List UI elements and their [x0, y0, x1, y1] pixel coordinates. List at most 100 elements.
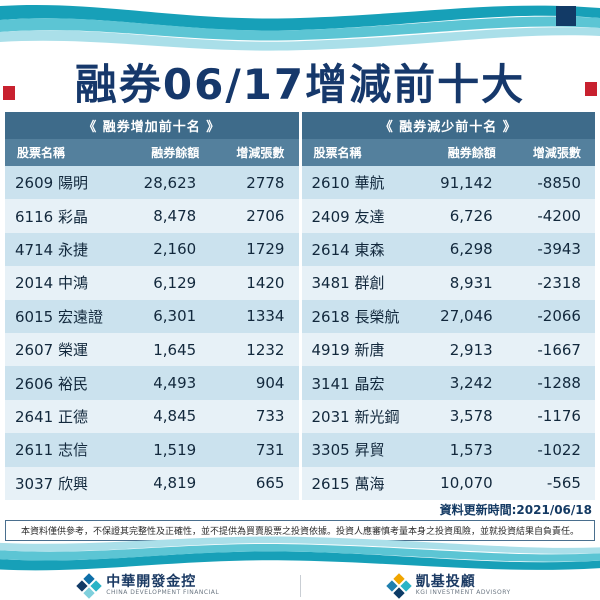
increase-table-body: 2609 陽明 28,623 2778 6116 彩晶 8,478 2706 4… — [5, 166, 299, 500]
col-header-change: 增減張數 — [532, 146, 581, 160]
stock-name-cell: 6116 彩晶 — [15, 207, 88, 226]
change-cell: -1288 — [537, 374, 581, 393]
balance-cell: 6,298 — [449, 240, 493, 259]
stock-name-cell: 3481 群創 — [311, 274, 385, 293]
balance-cell: 1,645 — [153, 340, 197, 359]
cdf-brand-subtitle: CHINA DEVELOPMENT FINANCIAL — [106, 589, 220, 597]
col-header-balance: 融券餘額 — [447, 146, 496, 160]
stock-name-cell: 2607 榮運 — [15, 341, 88, 360]
change-cell: -1022 — [537, 440, 581, 459]
decrease-table-body: 2610 華航 91,142 -8850 2409 友達 6,726 -4200… — [301, 166, 595, 500]
table-row: 2614 東森 6,298 -3943 — [301, 232, 595, 267]
table-row: 6015 宏遠證 6,301 1334 — [5, 299, 299, 333]
stock-name-cell: 2618 長榮航 — [311, 307, 400, 326]
update-timestamp: 資料更新時間:2021/06/18 — [439, 503, 592, 517]
stock-name-cell: 2641 正德 — [15, 407, 88, 426]
balance-cell: 3,242 — [449, 374, 493, 393]
change-cell: -2066 — [537, 307, 581, 326]
stock-name-cell: 2614 東森 — [311, 240, 385, 259]
decrease-table-header: 股票名稱 融券餘額 增減張數 — [301, 139, 595, 166]
table-row: 3141 晶宏 3,242 -1288 — [301, 366, 595, 400]
balance-cell: 28,623 — [143, 173, 197, 192]
change-cell: 1729 — [246, 240, 285, 259]
col-header-change: 增減張數 — [236, 146, 285, 160]
stock-name-cell: 2606 裕民 — [15, 374, 88, 393]
kgi-brand-text: 凱基投顧 KGI INVESTMENT ADVISORY — [415, 574, 511, 597]
disclaimer-text: 本資料僅供參考，不保證其完整性及正確性，並不提供為買賣股票之投資依據。投資人應審… — [20, 527, 579, 537]
stock-name-cell: 3141 晶宏 — [311, 374, 385, 393]
stock-name-cell: 2031 新光鋼 — [311, 407, 400, 426]
change-cell: 665 — [255, 474, 285, 493]
balance-cell: 6,726 — [449, 207, 493, 226]
table-row: 4919 新唐 2,913 -1667 — [301, 332, 595, 367]
change-cell: 733 — [255, 407, 285, 426]
change-cell: -2318 — [537, 273, 581, 292]
change-cell: 1334 — [246, 307, 285, 326]
balance-cell: 27,046 — [440, 307, 493, 326]
red-accent-left — [3, 86, 15, 100]
footer-divider — [299, 575, 301, 597]
table-row: 3305 昇貿 1,573 -1022 — [301, 433, 595, 467]
balance-cell: 4,819 — [153, 474, 197, 493]
stock-name-cell: 2014 中鴻 — [15, 274, 88, 293]
balance-cell: 6,301 — [153, 307, 197, 326]
footer-brands: 中華開發金控 CHINA DEVELOPMENT FINANCIAL 凱基投顧 … — [0, 572, 600, 600]
stock-name-cell: 3305 昇貿 — [311, 441, 385, 460]
balance-cell: 3,578 — [449, 407, 493, 426]
title-band: 融券06/17增減前十大 — [0, 52, 600, 110]
change-cell: -3943 — [537, 240, 581, 259]
col-header-stock-name: 股票名稱 — [313, 146, 362, 160]
table-row: 2606 裕民 4,493 904 — [5, 366, 299, 400]
increase-table: 《 融券增加前十名 》 股票名稱 融券餘額 增減張數 2609 陽明 28,62… — [5, 112, 299, 500]
change-cell: 2706 — [246, 207, 285, 226]
change-cell: 2778 — [246, 173, 285, 192]
stock-name-cell: 6015 宏遠證 — [15, 307, 103, 326]
stock-name-cell: 3037 欣興 — [15, 474, 88, 493]
change-cell: -1176 — [537, 407, 581, 426]
kgi-logo-icon — [386, 573, 412, 599]
brand-cdf: 中華開發金控 CHINA DEVELOPMENT FINANCIAL — [0, 572, 300, 600]
change-cell: 731 — [255, 440, 285, 459]
cdf-brand-name: 中華開發金控 — [106, 574, 197, 590]
red-accent-right — [585, 82, 597, 96]
col-header-stock-name: 股票名稱 — [17, 146, 66, 160]
balance-cell: 2,160 — [153, 240, 197, 259]
table-row: 2615 萬海 10,070 -565 — [301, 466, 595, 500]
tables-container: 《 融券增加前十名 》 股票名稱 融券餘額 增減張數 2609 陽明 28,62… — [5, 112, 595, 500]
stock-name-cell: 4919 新唐 — [311, 341, 385, 360]
kgi-brand-subtitle: KGI INVESTMENT ADVISORY — [415, 589, 511, 597]
bottom-wave-decoration — [0, 536, 600, 571]
balance-cell: 8,478 — [153, 207, 197, 226]
page-title: 融券06/17增減前十大 — [74, 59, 526, 109]
balance-cell: 1,519 — [153, 440, 197, 459]
table-row: 2609 陽明 28,623 2778 — [5, 166, 299, 200]
balance-cell: 4,493 — [153, 374, 197, 393]
table-row: 4714 永捷 2,160 1729 — [5, 232, 299, 267]
table-row: 2031 新光鋼 3,578 -1176 — [301, 399, 595, 434]
cdf-logo-icon — [76, 573, 102, 599]
kgi-brand-name: 凱基投顧 — [415, 574, 476, 590]
table-row: 2611 志信 1,519 731 — [5, 433, 299, 467]
stock-name-cell: 2409 友達 — [311, 207, 385, 226]
increase-table-caption: 《 融券增加前十名 》 — [5, 112, 299, 139]
stock-name-cell: 2611 志信 — [15, 441, 88, 460]
table-row: 2607 榮運 1,645 1232 — [5, 332, 299, 367]
decrease-table-caption: 《 融券減少前十名 》 — [301, 112, 595, 139]
balance-cell: 6,129 — [153, 273, 197, 292]
change-cell: -565 — [546, 474, 581, 493]
table-row: 2641 正德 4,845 733 — [5, 399, 299, 434]
balance-cell: 91,142 — [440, 173, 493, 192]
table-row: 3481 群創 8,931 -2318 — [301, 266, 595, 300]
col-header-balance: 融券餘額 — [151, 146, 200, 160]
table-row: 6116 彩晶 8,478 2706 — [5, 199, 299, 233]
table-row: 2610 華航 91,142 -8850 — [301, 166, 595, 200]
stock-name-cell: 2615 萬海 — [311, 474, 385, 493]
balance-cell: 8,931 — [449, 273, 493, 292]
stock-name-cell: 2610 華航 — [311, 174, 385, 193]
change-cell: 1232 — [246, 340, 285, 359]
balance-cell: 1,573 — [449, 440, 493, 459]
top-wave-decoration — [0, 4, 600, 51]
table-row: 3037 欣興 4,819 665 — [5, 466, 299, 500]
change-cell: 904 — [255, 374, 285, 393]
